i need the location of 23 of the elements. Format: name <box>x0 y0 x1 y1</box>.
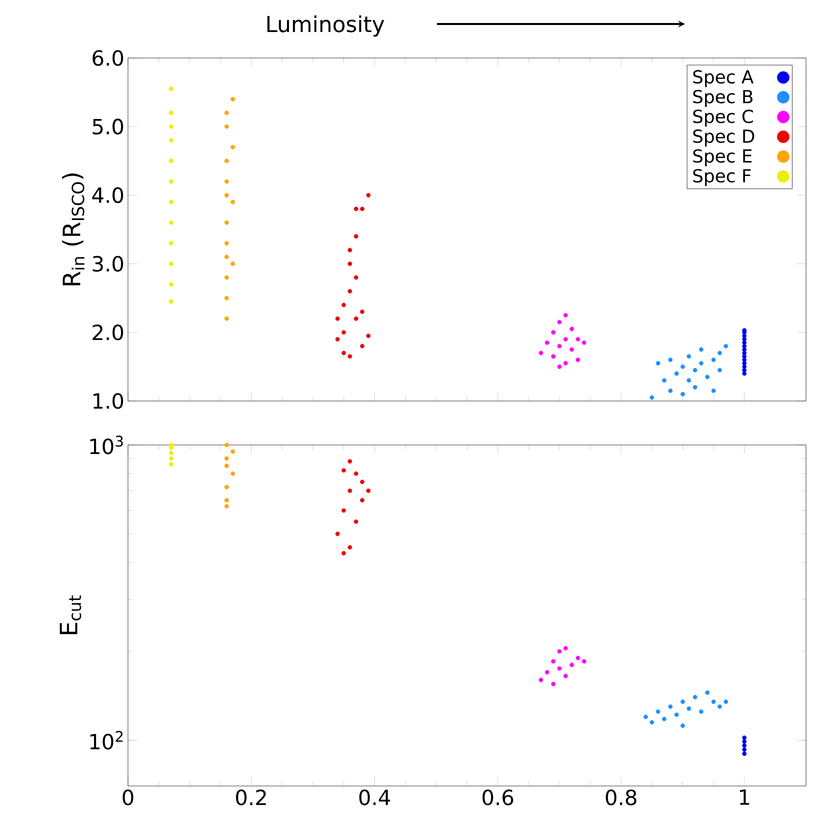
y-tick-label: 1.0 <box>94 393 124 409</box>
legend-label: Spec B <box>693 90 752 107</box>
y-tick-label: 2.0 <box>92 324 124 340</box>
legend-label: Spec D <box>693 129 754 146</box>
y-axis-title: E$_{cut}$ <box>60 595 82 634</box>
x-tick-label: 0.2 <box>236 790 266 806</box>
y-tick-label: 10$^{2}$ <box>90 730 123 750</box>
legend-label: Spec F <box>693 168 751 186</box>
x-tick-label: 0.8 <box>606 790 636 806</box>
x-tick-label: 1 <box>740 790 750 805</box>
y-tick-label: 5.0 <box>92 118 124 135</box>
x-tick-label: 0 <box>122 790 134 806</box>
y-tick-label: 10$^{3}$ <box>90 436 123 454</box>
y-tick-label: 6.0 <box>92 50 124 66</box>
legend-label: Spec A <box>693 70 754 88</box>
x-tick-label: 0.6 <box>482 790 514 806</box>
y-axis-title: R$_{in}$ (R$_{ISCO}$) <box>62 173 84 286</box>
y-tick-label: 4.0 <box>92 187 124 204</box>
x-tick-label: 0.4 <box>359 790 390 806</box>
legend-label: Spec E <box>693 149 752 166</box>
text: Luminosity <box>267 15 384 37</box>
y-tick-label: 3.0 <box>92 256 124 272</box>
legend-label: Spec C <box>693 110 753 127</box>
